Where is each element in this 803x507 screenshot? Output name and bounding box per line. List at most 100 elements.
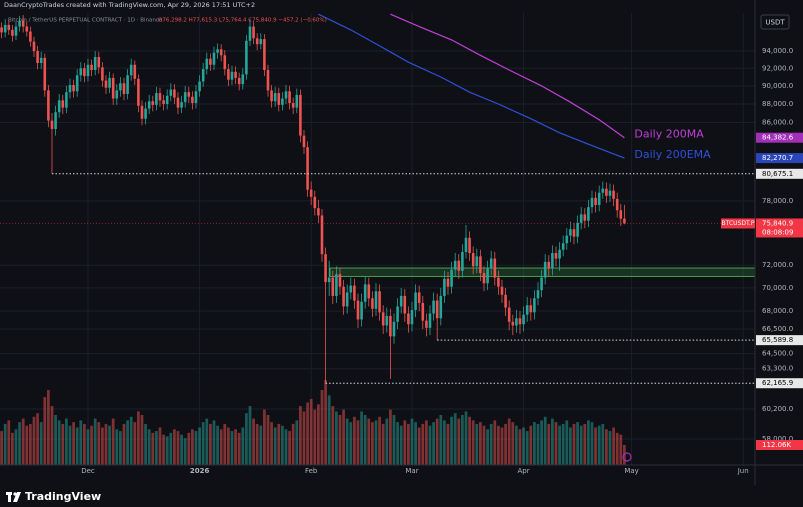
x-tick-label: Jun	[737, 467, 749, 475]
grid	[0, 13, 755, 465]
volume-bar	[291, 423, 295, 465]
volume-bar	[345, 418, 349, 465]
candle-body	[266, 70, 270, 91]
y-tick-label: 68,000.0	[762, 307, 793, 315]
footer-bar	[0, 485, 803, 507]
volume-bar	[176, 431, 180, 465]
volume-bar	[277, 423, 281, 465]
y-tick-label: 94,000.0	[762, 47, 793, 55]
candle-body	[133, 64, 137, 79]
candle-body	[381, 312, 385, 326]
volume-bar	[381, 423, 385, 465]
volume-bar	[259, 425, 263, 465]
volume-bar	[356, 420, 360, 465]
candle-body	[216, 49, 219, 53]
candle-body	[21, 20, 25, 27]
volume-bar	[147, 429, 151, 465]
candle-body	[223, 55, 227, 70]
volume-bar	[335, 411, 338, 465]
candle-body	[61, 100, 65, 108]
volume-bar	[101, 427, 104, 465]
x-tick-label: Apr	[518, 467, 530, 475]
volume-bar	[464, 411, 468, 465]
volume-bar	[320, 390, 324, 465]
volume-bar	[399, 425, 403, 465]
candle-body	[403, 295, 407, 314]
candle-body	[317, 208, 320, 216]
volume-bar	[457, 418, 461, 465]
candle-body	[443, 278, 446, 296]
candle-body	[111, 77, 115, 99]
candle-body	[205, 58, 209, 70]
candle-body	[122, 83, 126, 94]
volume-bar	[93, 418, 97, 465]
candle-body	[273, 93, 277, 102]
candle-body	[345, 292, 349, 307]
volume-bar	[338, 415, 342, 465]
volume-bar	[349, 422, 353, 465]
volume-bar	[223, 423, 227, 465]
volume-bar	[518, 429, 522, 465]
volume-bar	[612, 427, 615, 465]
currency-box[interactable]	[760, 14, 790, 30]
candle-body	[540, 277, 543, 291]
volume-bar	[554, 422, 558, 465]
candle-body	[428, 313, 432, 328]
candle-body	[342, 286, 345, 307]
volume-bar	[439, 415, 443, 465]
countdown: 08:08:09	[762, 228, 793, 236]
symbol-tag: BTCUSDT.P	[722, 220, 755, 227]
volume-bar	[11, 432, 14, 465]
volume-bar	[212, 420, 216, 465]
price-label: 82,270.7	[762, 154, 793, 162]
candle-body	[543, 261, 547, 278]
candle-body	[457, 260, 461, 271]
candle-body	[522, 314, 525, 325]
volume-bar	[507, 418, 511, 465]
candle-body	[36, 50, 39, 64]
volume-bar	[273, 427, 277, 465]
candle-body	[356, 300, 360, 320]
candle-body	[378, 291, 381, 313]
volume-bar	[133, 422, 137, 465]
candle-body	[475, 256, 479, 267]
volume-bar	[115, 429, 119, 465]
candle-body	[284, 91, 288, 99]
candle-body	[25, 26, 29, 32]
volume-bar	[191, 429, 194, 465]
candle-body	[32, 41, 36, 51]
volume-bar	[302, 411, 306, 465]
y-tick-label: 58,000.0	[762, 435, 793, 443]
y-tick-label: 92,000.0	[762, 64, 793, 72]
volume-bar	[414, 422, 417, 465]
candle-body	[198, 81, 201, 92]
candle-body	[587, 207, 590, 221]
volume-bar	[198, 427, 201, 465]
candle-body	[212, 52, 216, 65]
candle-body	[201, 69, 205, 82]
volume-bar	[475, 423, 479, 465]
volume-bar	[180, 434, 183, 465]
currency-label[interactable]: USDT	[765, 19, 785, 27]
volume-bar	[396, 422, 399, 465]
volume-bar	[90, 425, 93, 465]
candle-body	[407, 313, 410, 325]
volume-bar	[306, 402, 309, 465]
price-label: 80,675.1	[762, 170, 793, 178]
volume-bar	[367, 418, 371, 465]
candle-body	[461, 251, 464, 271]
volume-bar	[601, 423, 605, 465]
candle-body	[572, 229, 576, 237]
volume-bar	[529, 425, 533, 465]
volume-bar	[119, 431, 122, 465]
candle-body	[162, 100, 165, 104]
candle-body	[158, 93, 162, 101]
volume-bar	[313, 409, 317, 465]
event-icon[interactable]	[622, 452, 632, 462]
volume-bar	[569, 427, 572, 465]
volume-bar	[209, 423, 212, 465]
candle-body	[414, 292, 417, 310]
volume-bar	[288, 431, 291, 465]
y-tick-label: 88,000.0	[762, 100, 793, 108]
candle-body	[18, 20, 21, 27]
